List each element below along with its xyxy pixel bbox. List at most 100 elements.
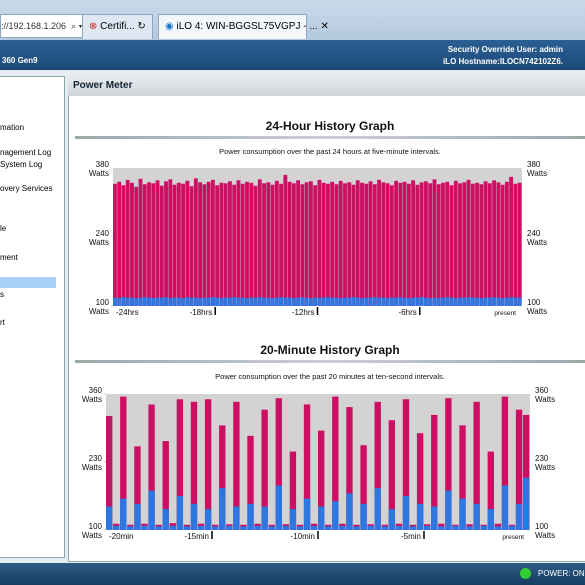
bar [389,185,394,306]
bar [438,526,445,530]
bar [113,183,117,306]
bar [257,179,262,306]
tab[interactable]: ◉ iLO 4: WIN-BGGSL75VGPJ - ... ✕ [158,14,329,39]
bar [287,297,292,306]
tab[interactable]: ⊗ Certifi... ↻ [82,14,153,39]
nav-selected[interactable] [0,277,56,288]
bar [228,297,232,306]
bar [240,297,245,306]
bar [210,179,215,306]
bar [360,445,367,530]
y-unit: Watts [535,531,555,540]
bar [172,297,177,306]
bar [466,297,471,306]
nav-item[interactable]: overy Services [0,184,53,193]
bar [368,181,373,306]
nav-item[interactable]: System Log [0,160,43,169]
bar [247,435,254,530]
power-led [520,568,531,579]
bar [313,185,318,306]
bar [159,297,164,306]
bar [338,298,343,306]
bar [458,183,462,306]
bar [409,526,417,530]
bar [204,509,212,530]
bar [261,409,268,530]
x-tick-label: present [494,310,516,317]
bar [441,182,445,306]
chart-subtitle: Power consumption over the past 20 minut… [215,372,445,381]
bar [504,297,509,306]
nav-item[interactable]: mation [0,123,25,132]
nav-panel: mation nagement Log System Log overy Ser… [0,76,65,558]
bar [198,298,203,306]
bar [147,297,151,306]
bar [215,185,220,306]
bar [219,182,224,306]
bar [240,526,247,530]
bar [355,180,360,306]
bar [445,490,452,530]
tab-title: Certifi... [100,21,135,32]
y-unit: Watts [82,531,102,540]
bar [353,526,360,530]
bar [287,181,292,306]
chart-title: 20-Minute History Graph [260,343,399,357]
bar [176,297,181,306]
bar [142,184,147,306]
bar [148,404,155,530]
bar [494,526,502,530]
chart-subtitle: Power consumption over the past 24 hours… [219,147,441,156]
bar [130,297,134,306]
bar [228,181,232,306]
y-tick-label: 100 [527,298,541,307]
bar [360,503,367,530]
nav-item[interactable]: ment [0,253,18,262]
title-rule [75,360,585,363]
bar [304,297,309,306]
nav-item[interactable]: le [0,224,7,233]
bar [449,297,454,306]
bar [432,179,437,306]
nav-item[interactable]: s [0,290,4,299]
bar [148,490,155,530]
bar [428,298,433,306]
bar [318,506,325,530]
y-tick-label: 240 [527,229,541,238]
bar [509,297,514,306]
bar [479,184,484,306]
user: Security Override User: admin [447,45,563,54]
bar [326,297,330,306]
bar [377,297,381,306]
bar [291,183,296,306]
bar [138,178,143,306]
bar [398,297,403,306]
bar [266,182,271,306]
nav-item[interactable]: nagement Log [0,148,52,157]
bar [470,297,475,306]
bar [360,298,364,306]
bar [138,297,143,306]
nav-item[interactable]: rt [0,318,5,327]
title-rule [75,136,585,139]
bar [236,180,241,306]
bar [121,297,126,306]
y-unit: Watts [89,307,109,316]
chart-title: 24-Hour History Graph [266,119,395,133]
bar [193,297,198,306]
bar [134,186,139,306]
x-tick-label: -24hrs [116,308,139,317]
bar [509,176,514,306]
bar [198,182,203,306]
bar [141,525,148,530]
bar [374,488,381,530]
bar [436,184,441,306]
bar [332,501,339,530]
bar [257,297,262,306]
bar [142,297,147,306]
bar [355,297,360,306]
bar [388,420,396,530]
bar [343,297,347,306]
x-tick-label: -10min [291,532,315,541]
bar [517,182,522,306]
